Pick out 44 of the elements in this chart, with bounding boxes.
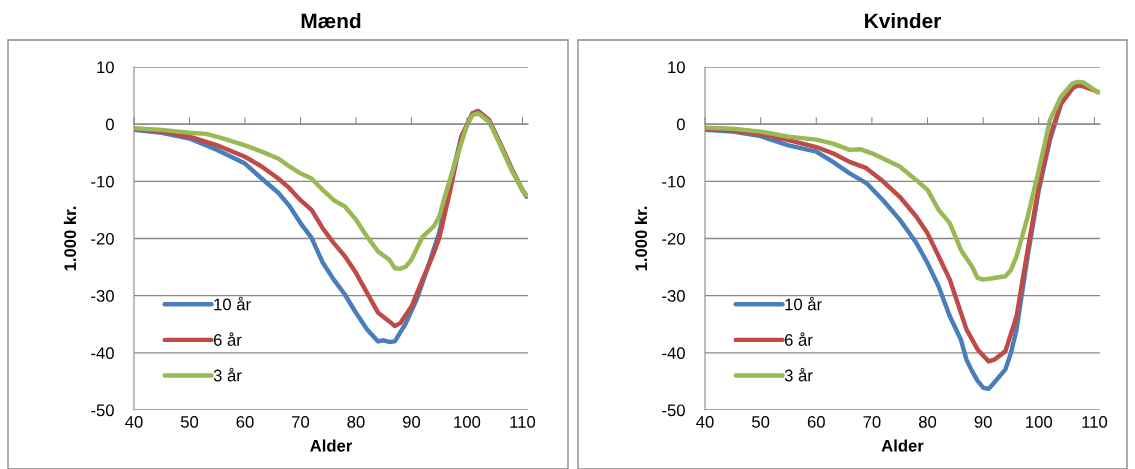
y-tick-label: -40 bbox=[91, 347, 114, 360]
y-axis-title: 1.000 kr. bbox=[63, 206, 77, 271]
x-axis-title: Alder bbox=[881, 439, 924, 452]
y-axis-title: 1.000 kr. bbox=[634, 206, 648, 271]
y-tick-label: 10 bbox=[97, 61, 114, 74]
x-tick-label: 80 bbox=[918, 416, 937, 428]
y-tick-label: 0 bbox=[105, 118, 114, 131]
y-tick-label: -30 bbox=[662, 290, 685, 302]
y-tick-label: -50 bbox=[91, 404, 114, 417]
y-tick-label: -40 bbox=[662, 347, 685, 360]
chart-title: Kvinder bbox=[865, 13, 941, 29]
x-tick-label: 70 bbox=[292, 416, 310, 428]
legend-label: 3 år bbox=[784, 367, 813, 382]
y-tick-label: -50 bbox=[662, 404, 685, 417]
y-tick-label: -10 bbox=[91, 175, 114, 188]
legend-label: 6 år bbox=[213, 332, 242, 346]
line-series bbox=[134, 111, 528, 272]
y-tick-label: 10 bbox=[668, 61, 685, 74]
x-tick-label: 40 bbox=[696, 416, 714, 428]
y-tick-label: -20 bbox=[91, 232, 114, 245]
y-tick-label: -20 bbox=[662, 232, 685, 245]
x-tick-label: 90 bbox=[402, 416, 421, 428]
legend-label: 10 år bbox=[785, 296, 822, 311]
x-tick-label: 100 bbox=[454, 416, 481, 428]
y-tick-label: -30 bbox=[91, 290, 114, 302]
x-tick-label: 40 bbox=[125, 416, 143, 428]
legend-label: 10 år bbox=[214, 296, 251, 311]
x-tick-label: 60 bbox=[236, 416, 254, 428]
x-tick-label: 50 bbox=[180, 416, 199, 428]
legend-label: 3 år bbox=[213, 367, 242, 382]
x-tick-label: 100 bbox=[1026, 416, 1053, 428]
y-tick-label: -10 bbox=[662, 175, 685, 188]
legend-label: 6 år bbox=[784, 332, 813, 346]
x-tick-label: 70 bbox=[863, 416, 881, 428]
x-tick-label: 60 bbox=[807, 416, 825, 428]
x-tick-label: 50 bbox=[752, 416, 770, 428]
x-tick-label: 110 bbox=[1082, 416, 1108, 428]
y-tick-label: 0 bbox=[676, 118, 685, 131]
chart-title: Mænd bbox=[301, 13, 361, 29]
line-series bbox=[705, 79, 1100, 282]
x-tick-label: 90 bbox=[974, 416, 992, 428]
x-axis-title: Alder bbox=[310, 439, 353, 452]
x-tick-label: 80 bbox=[347, 416, 365, 428]
x-tick-label: 110 bbox=[510, 416, 536, 428]
